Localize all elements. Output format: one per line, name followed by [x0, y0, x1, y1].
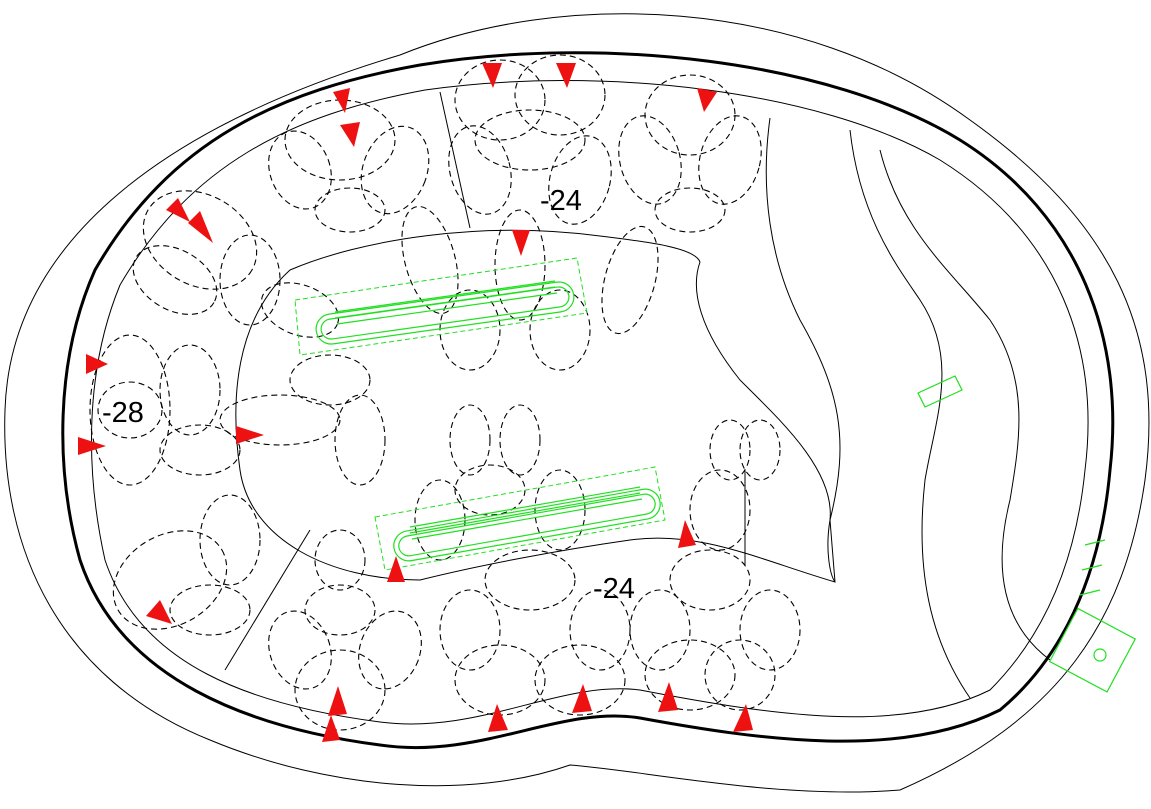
jet-arrow-icon — [146, 600, 172, 624]
dashed-pattern-top — [268, 54, 762, 371]
central-island — [235, 229, 836, 583]
divider-bottom-left — [224, 529, 311, 671]
jet-arrow-icon — [482, 63, 502, 88]
jet-arrow-icon — [328, 686, 347, 716]
jet-arrow-icon — [678, 520, 696, 548]
drain-grate-icon — [294, 257, 588, 356]
jet-arrow-icon — [78, 437, 106, 455]
jet-arrows — [78, 63, 753, 742]
jet-arrow-icon — [86, 354, 108, 374]
bench-line — [91, 80, 1089, 725]
jet-arrow-icon — [188, 211, 213, 243]
jet-arrow-icon — [697, 88, 717, 112]
pool-wall — [61, 51, 1115, 750]
seat-curve-2 — [849, 129, 971, 699]
jet-arrow-icon — [166, 198, 190, 222]
depth-label-top: -24 — [540, 185, 582, 217]
depth-label-bottom: -24 — [593, 573, 635, 605]
drain-grate-icon — [374, 466, 666, 571]
jet-arrow-icon — [340, 122, 360, 147]
dashed-pattern-left — [89, 190, 386, 636]
jet-arrow-icon — [658, 682, 678, 712]
jet-arrow-icon — [236, 426, 264, 444]
jet-arrow-icon — [572, 684, 592, 713]
divider-top — [439, 91, 471, 229]
depth-label-left: -28 — [102, 397, 144, 429]
jet-arrow-icon — [488, 704, 508, 732]
seat-curve-1 — [765, 117, 841, 583]
skimmer-icon — [917, 375, 1137, 693]
seat-curve-3 — [879, 149, 1051, 661]
jet-arrow-icon — [733, 704, 753, 732]
jet-arrow-icon — [322, 715, 340, 742]
jet-arrow-icon — [556, 63, 576, 88]
jet-arrow-icon — [512, 230, 530, 256]
dashed-pattern-bottom — [268, 404, 801, 731]
jet-arrow-icon — [333, 88, 350, 113]
jet-arrow-icon — [387, 556, 405, 582]
deck-outline — [4, 13, 1150, 793]
